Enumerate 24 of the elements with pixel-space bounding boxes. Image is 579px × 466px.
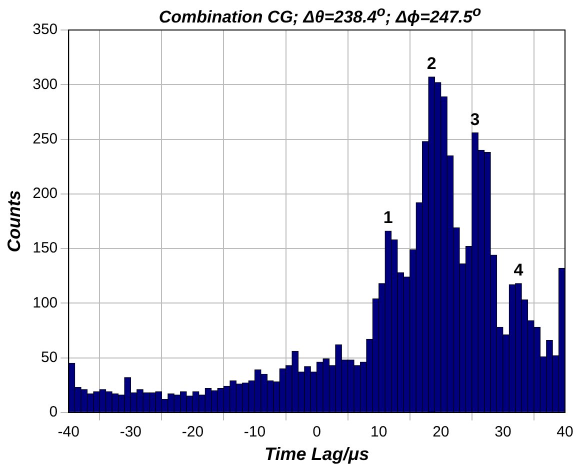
- y-axis-title: Counts: [4, 190, 24, 252]
- annotation: 3: [470, 110, 480, 129]
- y-tick-label: 200: [32, 185, 58, 202]
- annotation: 2: [426, 54, 436, 74]
- y-tick-label: 250: [32, 130, 58, 148]
- chart-title: Combination CG; Δθ=238.4$^{o}$; Δϕ=247.5$^{o}$: [158, 4, 482, 28]
- y-tick-label: 150: [32, 240, 58, 257]
- x-tick-label: 40: [556, 424, 574, 441]
- x-tick-label: -30: [120, 424, 142, 441]
- y-tick-label: 350: [32, 21, 58, 38]
- x-axis-title: Time Lag/μs: [264, 444, 370, 464]
- y-tick-label: 100: [32, 294, 58, 312]
- y-tick-label: 50: [40, 348, 58, 366]
- x-tick-label: -20: [182, 424, 204, 441]
- x-tick-label: 10: [370, 424, 388, 441]
- annotation: 1: [383, 208, 393, 228]
- x-tick-label: 20: [432, 424, 450, 441]
- x-tick-label: -10: [244, 424, 266, 441]
- annotation: 4: [514, 260, 524, 280]
- y-tick-label: 300: [32, 76, 58, 93]
- y-tick-label: 0: [49, 404, 58, 421]
- x-tick-label: 30: [494, 424, 512, 441]
- x-tick-label: 0: [312, 424, 321, 441]
- x-tick-label: -40: [58, 424, 80, 441]
